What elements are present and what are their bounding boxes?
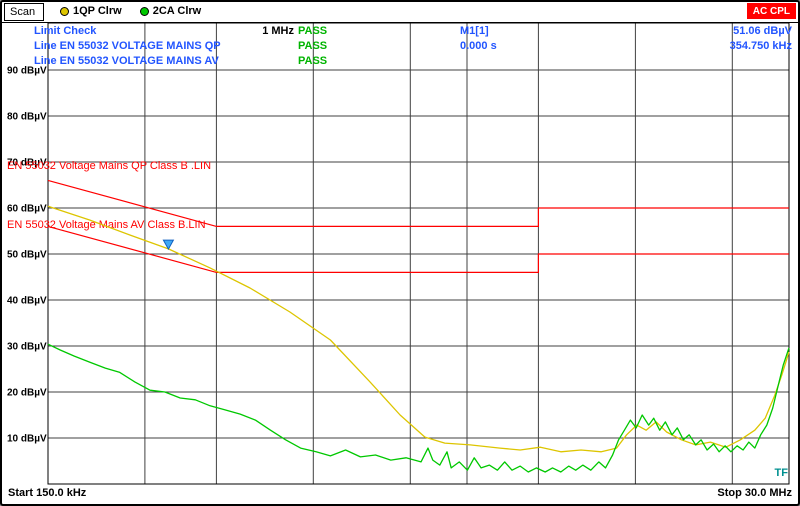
y-tick-label: 80 dBµV xyxy=(7,112,47,123)
scan-mode-label: Scan xyxy=(10,6,36,18)
trace2-label[interactable]: 2CA Clrw xyxy=(152,5,202,17)
limit-line-qp-status: PASS xyxy=(298,40,328,52)
limit-line-qp xyxy=(47,179,789,227)
y-tick-label: 40 dBµV xyxy=(7,296,47,307)
start-frequency-label: Start 150.0 kHz xyxy=(8,487,87,499)
y-tick-label: 90 dBµV xyxy=(7,66,47,77)
limit-line-av xyxy=(47,225,789,273)
trace-legend: 1QP Clrw 2CA Clrw xyxy=(60,5,215,17)
limit-line-qp-label: EN 55032 Voltage Mains QP Class B .LIN xyxy=(7,160,211,172)
marker-m1-icon[interactable] xyxy=(162,239,175,251)
limit-line-qp-name[interactable]: Line EN 55032 VOLTAGE MAINS QP xyxy=(34,40,221,52)
top-bar: Scan 1QP Clrw 2CA Clrw AC CPL xyxy=(2,2,798,23)
y-tick-label: 60 dBµV xyxy=(7,204,47,215)
y-tick-label: 50 dBµV xyxy=(7,250,47,261)
limit-line-qp-row: Line EN 55032 VOLTAGE MAINS QP PASS 0.00… xyxy=(2,40,798,54)
y-tick-label: 10 dBµV xyxy=(7,434,47,445)
trace1-color-icon xyxy=(60,6,69,16)
limit-line-av-status: PASS xyxy=(298,55,328,67)
y-axis-labels: 90 dBµV 80 dBµV 70 dBµV 60 dBµV 50 dBµV 40 dB… xyxy=(7,66,47,445)
marker-time-value: 0.000 s xyxy=(460,40,497,52)
y-tick-label: 30 dBµV xyxy=(7,342,47,353)
limit-check-boundary: 1 MHz xyxy=(262,25,294,37)
y-tick-label: 20 dBµV xyxy=(7,388,47,399)
marker-freq-value: 354.750 kHz xyxy=(729,40,792,52)
limit-check-status: PASS xyxy=(298,25,328,37)
stop-frequency-label: Stop 30.0 MHz xyxy=(717,487,792,499)
limit-line-av-name[interactable]: Line EN 55032 VOLTAGE MAINS AV xyxy=(34,55,219,67)
coupling-badge: AC CPL xyxy=(746,3,796,19)
transducer-flag: TF xyxy=(774,467,788,479)
trace2-color-icon xyxy=(139,6,149,16)
marker-level-value: 51.06 dBµV xyxy=(733,25,792,37)
trace1-label[interactable]: 1QP Clrw xyxy=(73,5,122,17)
y-tick-label: 70 dBµV xyxy=(7,158,47,169)
marker-name[interactable]: M1[1] xyxy=(460,25,489,37)
trace-2ca xyxy=(47,343,790,473)
limit-check-row: Limit Check 1 MHz PASS M1[1] 51.06 dBµV xyxy=(2,25,798,39)
limit-check-label: Limit Check xyxy=(34,25,97,37)
limit-line-av-row: Line EN 55032 VOLTAGE MAINS AV PASS xyxy=(2,55,798,69)
trace-1qp xyxy=(47,205,790,453)
scan-mode-tab[interactable]: Scan xyxy=(4,3,45,21)
limit-line-av-label: EN 55032 Voltage Mains AV Class B.LIN xyxy=(7,219,206,231)
